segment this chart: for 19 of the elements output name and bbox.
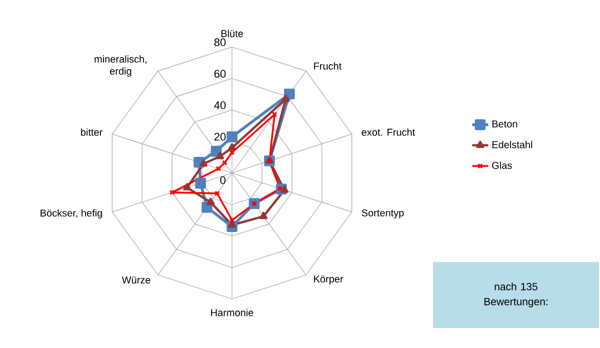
legend-label: Edelstahl: [492, 140, 532, 148]
y-tick-label: 60: [214, 70, 226, 78]
y-tick-label: 0: [220, 176, 226, 184]
spoke-label: mineralisch, erdig: [94, 55, 146, 77]
spoke-label: Frucht: [314, 62, 342, 70]
spoke-label: Harmonie: [211, 308, 254, 316]
spoke-label: Blüte: [221, 30, 243, 38]
spoke-label: exot. Frucht: [362, 128, 416, 136]
text: nach 135 Bewertungen:: [484, 282, 548, 308]
spoke-label: Würze: [122, 276, 150, 284]
y-tick-label: 40: [214, 101, 226, 110]
spoke-label: Böckser, hefig: [40, 209, 102, 219]
spoke-label: Körper: [314, 276, 344, 284]
y-tick-label: 20: [214, 132, 226, 141]
y-tick-label: 80: [214, 38, 226, 46]
spoke-label: Sortentyp: [362, 209, 404, 218]
legend-label: Glas: [492, 162, 512, 169]
spoke-label: bitter: [81, 128, 102, 136]
legend-label: Beton: [492, 120, 518, 128]
